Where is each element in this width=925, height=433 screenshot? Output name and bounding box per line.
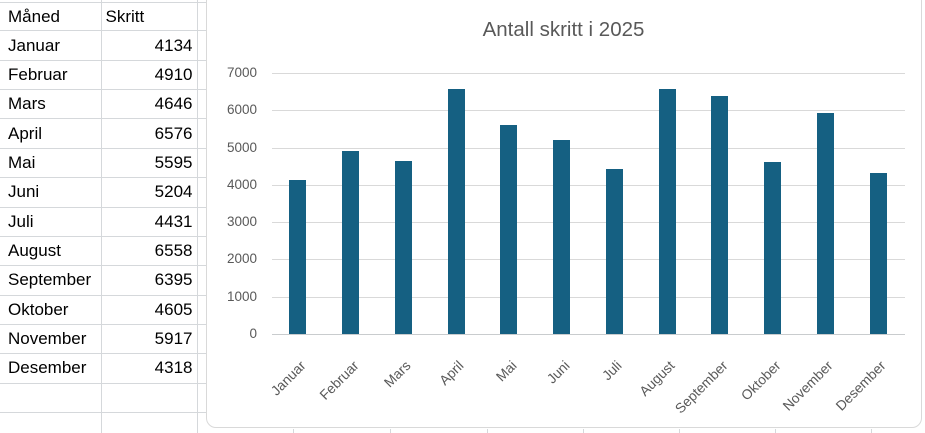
y-axis-tick-label[interactable]: 0 bbox=[249, 326, 257, 341]
cell-steps-empty[interactable] bbox=[101, 413, 197, 433]
column-divider-a-b bbox=[100, 0, 102, 433]
cell-steps[interactable]: 4431 bbox=[154, 211, 193, 231]
table-row: November 5917 bbox=[0, 325, 206, 355]
y-axis-tick-label[interactable]: 2000 bbox=[226, 251, 257, 267]
bar-juni[interactable] bbox=[553, 139, 571, 334]
sheet-column-tick bbox=[871, 429, 872, 433]
cell-steps[interactable]: 5595 bbox=[154, 152, 193, 172]
y-gridline bbox=[271, 147, 905, 149]
y-axis-tick-label[interactable]: 6000 bbox=[226, 102, 257, 118]
cell-month-empty[interactable] bbox=[0, 413, 101, 433]
bar-mars[interactable] bbox=[394, 160, 412, 334]
cell-steps[interactable]: 5204 bbox=[154, 182, 193, 202]
cell-month[interactable]: Mars bbox=[8, 94, 46, 114]
table-header-steps[interactable]: Skritt bbox=[105, 6, 145, 26]
table-row: Februar 4910 bbox=[0, 61, 206, 91]
chart-title[interactable]: Antall skritt i 2025 bbox=[482, 18, 645, 41]
bar-mai[interactable] bbox=[500, 125, 518, 334]
cell-steps-empty[interactable] bbox=[101, 384, 197, 412]
sheet-column-tick bbox=[679, 429, 680, 433]
table-row: Januar 4134 bbox=[0, 31, 206, 61]
y-gridline bbox=[271, 110, 905, 112]
table-header-month[interactable]: Måned bbox=[8, 6, 60, 26]
table-row: April 6576 bbox=[0, 119, 206, 149]
y-axis-tick-label[interactable]: 1000 bbox=[226, 288, 257, 304]
bar-september[interactable] bbox=[711, 95, 729, 334]
cell-month[interactable]: Desember bbox=[8, 358, 87, 378]
cell-month[interactable]: Mai bbox=[8, 152, 36, 172]
cell-steps[interactable]: 6558 bbox=[154, 241, 193, 261]
table-row: Mars 4646 bbox=[0, 90, 206, 120]
bar-chart[interactable]: Antall skritt i 2025 0 1000 2000 3000 4000 50… bbox=[206, 0, 922, 428]
sheet-column-tick bbox=[775, 429, 776, 433]
cell-steps[interactable]: 4318 bbox=[154, 358, 193, 378]
table-row-empty bbox=[0, 384, 206, 414]
table-header-row: Måned Skritt bbox=[0, 2, 206, 32]
table-row-empty bbox=[0, 413, 206, 433]
y-gridline bbox=[271, 259, 905, 261]
sheet-column-tick bbox=[390, 429, 391, 433]
cell-month[interactable]: Oktober bbox=[8, 299, 69, 319]
y-gridline bbox=[271, 296, 905, 298]
y-gridline bbox=[271, 222, 905, 224]
table-row: Desember 4318 bbox=[0, 354, 206, 384]
bar-oktober[interactable] bbox=[764, 162, 782, 334]
cell-month[interactable]: August bbox=[8, 241, 61, 261]
table-row: August 6558 bbox=[0, 237, 206, 267]
y-axis-tick-label[interactable]: 4000 bbox=[226, 176, 257, 192]
cell-steps[interactable]: 4910 bbox=[154, 64, 193, 84]
y-gridline bbox=[271, 184, 905, 186]
y-axis-tick-label[interactable]: 5000 bbox=[226, 139, 257, 155]
cell-steps[interactable]: 4605 bbox=[154, 299, 193, 319]
bar-november[interactable] bbox=[816, 113, 834, 334]
sheet-column-tick bbox=[293, 429, 294, 433]
spreadsheet-grid[interactable]: Måned Skritt Januar 4134 Februar 4910 Mars 46… bbox=[0, 0, 206, 433]
table-row: Oktober 4605 bbox=[0, 296, 206, 325]
column-divider-b-c bbox=[196, 0, 198, 433]
cell-month[interactable]: September bbox=[8, 270, 92, 290]
cell-month[interactable]: Juni bbox=[8, 182, 40, 202]
bar-desember[interactable] bbox=[869, 173, 887, 334]
cell-month[interactable]: Januar bbox=[8, 35, 60, 55]
cell-steps[interactable]: 6576 bbox=[154, 123, 193, 143]
sheet-column-tick bbox=[487, 429, 488, 433]
bar-februar[interactable] bbox=[342, 150, 360, 334]
y-axis-tick-label[interactable]: 7000 bbox=[226, 65, 257, 80]
cell-steps[interactable]: 6395 bbox=[154, 270, 193, 290]
bar-januar[interactable] bbox=[289, 179, 307, 334]
cell-month[interactable]: Februar bbox=[8, 64, 68, 84]
y-axis-tick-label[interactable]: 3000 bbox=[226, 214, 257, 230]
table-row: Juni 5204 bbox=[0, 178, 206, 208]
y-gridline bbox=[271, 73, 905, 74]
cell-steps[interactable]: 4134 bbox=[154, 35, 193, 55]
bar-august[interactable] bbox=[658, 89, 676, 334]
cell-month[interactable]: April bbox=[8, 123, 43, 143]
table-row: Mai 5595 bbox=[0, 149, 206, 179]
cell-month[interactable]: November bbox=[8, 329, 87, 349]
table-row: Juli 4431 bbox=[0, 208, 206, 237]
bar-april[interactable] bbox=[447, 88, 465, 334]
cell-steps[interactable]: 4646 bbox=[154, 94, 193, 114]
x-axis-line bbox=[271, 334, 905, 335]
bar-juli[interactable] bbox=[605, 168, 623, 334]
cell-steps[interactable]: 5917 bbox=[154, 329, 193, 349]
cell-month[interactable]: Juli bbox=[8, 211, 34, 231]
sheet-column-tick bbox=[583, 429, 584, 433]
cell-month-empty[interactable] bbox=[0, 384, 101, 412]
table-row: September 6395 bbox=[0, 266, 206, 296]
